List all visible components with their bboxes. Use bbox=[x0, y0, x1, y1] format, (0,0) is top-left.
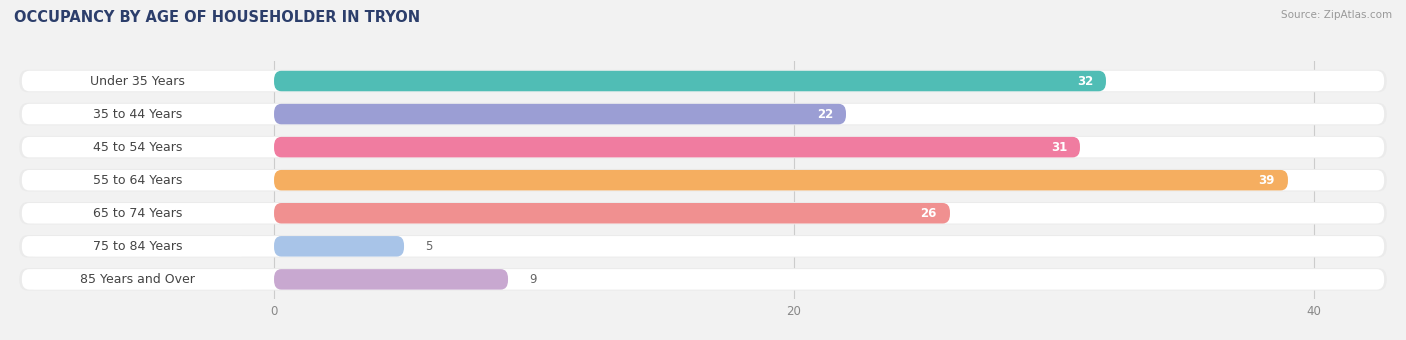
FancyBboxPatch shape bbox=[27, 104, 247, 124]
FancyBboxPatch shape bbox=[20, 169, 1386, 191]
FancyBboxPatch shape bbox=[27, 137, 247, 157]
Text: 85 Years and Over: 85 Years and Over bbox=[80, 273, 195, 286]
Text: Source: ZipAtlas.com: Source: ZipAtlas.com bbox=[1281, 10, 1392, 20]
FancyBboxPatch shape bbox=[20, 103, 1386, 125]
FancyBboxPatch shape bbox=[27, 269, 247, 289]
Text: 65 to 74 Years: 65 to 74 Years bbox=[93, 207, 183, 220]
FancyBboxPatch shape bbox=[22, 236, 1384, 257]
FancyBboxPatch shape bbox=[27, 170, 247, 190]
FancyBboxPatch shape bbox=[27, 203, 247, 223]
FancyBboxPatch shape bbox=[20, 202, 1386, 224]
FancyBboxPatch shape bbox=[274, 170, 1288, 190]
Text: Under 35 Years: Under 35 Years bbox=[90, 74, 186, 87]
Text: 5: 5 bbox=[425, 240, 432, 253]
Text: 55 to 64 Years: 55 to 64 Years bbox=[93, 174, 183, 187]
FancyBboxPatch shape bbox=[22, 170, 1384, 190]
Text: 22: 22 bbox=[817, 107, 832, 121]
FancyBboxPatch shape bbox=[27, 71, 247, 91]
Text: 75 to 84 Years: 75 to 84 Years bbox=[93, 240, 183, 253]
FancyBboxPatch shape bbox=[20, 136, 1386, 158]
FancyBboxPatch shape bbox=[22, 104, 1384, 124]
Text: 26: 26 bbox=[921, 207, 936, 220]
Text: OCCUPANCY BY AGE OF HOUSEHOLDER IN TRYON: OCCUPANCY BY AGE OF HOUSEHOLDER IN TRYON bbox=[14, 10, 420, 25]
FancyBboxPatch shape bbox=[20, 70, 1386, 92]
Text: 31: 31 bbox=[1050, 141, 1067, 154]
FancyBboxPatch shape bbox=[20, 268, 1386, 291]
FancyBboxPatch shape bbox=[274, 104, 846, 124]
Text: 32: 32 bbox=[1077, 74, 1092, 87]
Text: 45 to 54 Years: 45 to 54 Years bbox=[93, 141, 183, 154]
FancyBboxPatch shape bbox=[274, 71, 1107, 91]
FancyBboxPatch shape bbox=[274, 236, 404, 257]
FancyBboxPatch shape bbox=[22, 137, 1384, 157]
FancyBboxPatch shape bbox=[22, 269, 1384, 290]
Text: 35 to 44 Years: 35 to 44 Years bbox=[93, 107, 183, 121]
FancyBboxPatch shape bbox=[27, 236, 247, 256]
FancyBboxPatch shape bbox=[274, 269, 508, 290]
Text: 39: 39 bbox=[1258, 174, 1275, 187]
FancyBboxPatch shape bbox=[20, 235, 1386, 258]
FancyBboxPatch shape bbox=[274, 137, 1080, 157]
FancyBboxPatch shape bbox=[22, 71, 1384, 91]
FancyBboxPatch shape bbox=[274, 203, 950, 223]
FancyBboxPatch shape bbox=[22, 203, 1384, 223]
Text: 9: 9 bbox=[529, 273, 536, 286]
